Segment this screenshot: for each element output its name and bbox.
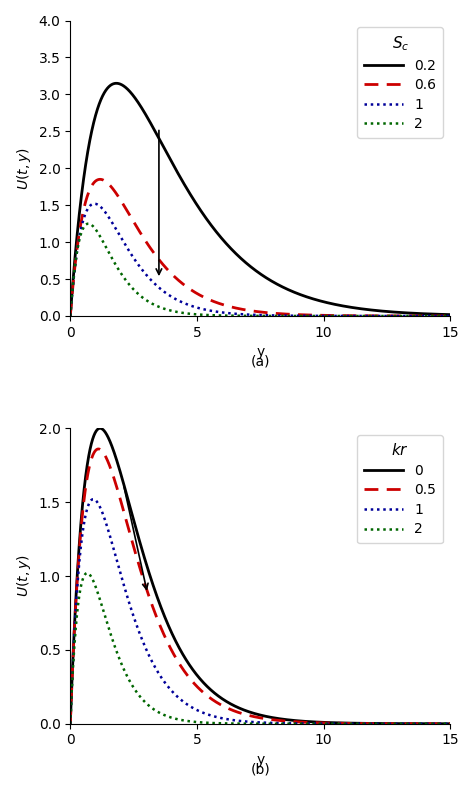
2 — [242, 719, 248, 728]
2 — [242, 311, 248, 320]
0.2 — [252, 265, 258, 275]
2 — [67, 719, 73, 728]
1 — [252, 310, 258, 320]
2 — [437, 311, 442, 320]
1 — [67, 311, 73, 320]
0.2 — [67, 311, 73, 320]
1 — [447, 719, 453, 728]
1 — [67, 719, 73, 728]
0.5 — [252, 712, 258, 721]
0.6 — [97, 175, 103, 184]
1 — [87, 202, 92, 211]
1 — [447, 311, 453, 320]
1 — [252, 717, 258, 727]
2 — [437, 719, 442, 728]
Line: 0.6: 0.6 — [70, 179, 450, 316]
Text: (a): (a) — [250, 355, 270, 368]
0.6 — [367, 311, 373, 320]
0.6 — [252, 307, 258, 316]
0.6 — [447, 311, 453, 320]
0 — [242, 705, 248, 715]
0.6 — [87, 185, 92, 194]
0 — [437, 719, 442, 728]
X-axis label: y: y — [256, 345, 264, 359]
0.2 — [87, 136, 92, 146]
0 — [87, 446, 92, 456]
0.5 — [367, 719, 373, 728]
X-axis label: y: y — [256, 753, 264, 767]
Line: 0.2: 0.2 — [70, 84, 450, 316]
Legend: 0, 0.5, 1, 2: 0, 0.5, 1, 2 — [357, 435, 443, 544]
0.6 — [437, 311, 442, 320]
Line: 0.5: 0.5 — [70, 449, 450, 724]
0.6 — [437, 311, 442, 320]
1 — [437, 719, 442, 728]
0 — [447, 719, 453, 728]
0.2 — [437, 309, 442, 319]
2 — [67, 311, 73, 320]
2 — [367, 719, 373, 728]
2 — [437, 311, 442, 320]
2 — [84, 568, 90, 578]
2 — [252, 311, 258, 320]
2 — [252, 719, 258, 728]
1 — [437, 719, 442, 728]
0.2 — [113, 79, 119, 88]
Text: (b): (b) — [250, 762, 270, 776]
1 — [437, 311, 442, 320]
2 — [87, 219, 93, 229]
Legend: 0.2, 0.6, 1, 2: 0.2, 0.6, 1, 2 — [357, 27, 443, 138]
0 — [97, 423, 103, 433]
2 — [447, 719, 453, 728]
0.5 — [87, 461, 92, 470]
Line: 0: 0 — [70, 428, 450, 724]
Line: 1: 1 — [70, 204, 450, 316]
0.5 — [242, 709, 248, 719]
1 — [91, 494, 96, 504]
0.6 — [242, 305, 248, 315]
2 — [85, 219, 91, 229]
0 — [252, 709, 258, 718]
0 — [367, 719, 373, 728]
0.6 — [67, 311, 73, 320]
0.5 — [67, 719, 73, 728]
2 — [367, 311, 373, 320]
Line: 2: 2 — [70, 224, 450, 316]
1 — [367, 311, 373, 320]
0.5 — [437, 719, 442, 728]
0.2 — [447, 310, 453, 320]
Line: 1: 1 — [70, 499, 450, 724]
0.2 — [242, 257, 248, 267]
Y-axis label: $U(t,y)$: $U(t,y)$ — [15, 555, 33, 597]
0 — [67, 719, 73, 728]
1 — [87, 497, 92, 507]
1 — [242, 717, 248, 726]
2 — [447, 311, 453, 320]
2 — [87, 570, 93, 579]
1 — [437, 311, 442, 320]
0.2 — [437, 309, 442, 319]
1 — [91, 199, 97, 209]
0.5 — [447, 719, 453, 728]
0.5 — [96, 444, 101, 453]
0.5 — [437, 719, 442, 728]
Y-axis label: $U(t,y)$: $U(t,y)$ — [15, 147, 33, 190]
0.2 — [367, 305, 373, 315]
0 — [437, 719, 442, 728]
2 — [437, 719, 442, 728]
1 — [242, 310, 248, 320]
Line: 2: 2 — [70, 573, 450, 724]
1 — [367, 719, 373, 728]
